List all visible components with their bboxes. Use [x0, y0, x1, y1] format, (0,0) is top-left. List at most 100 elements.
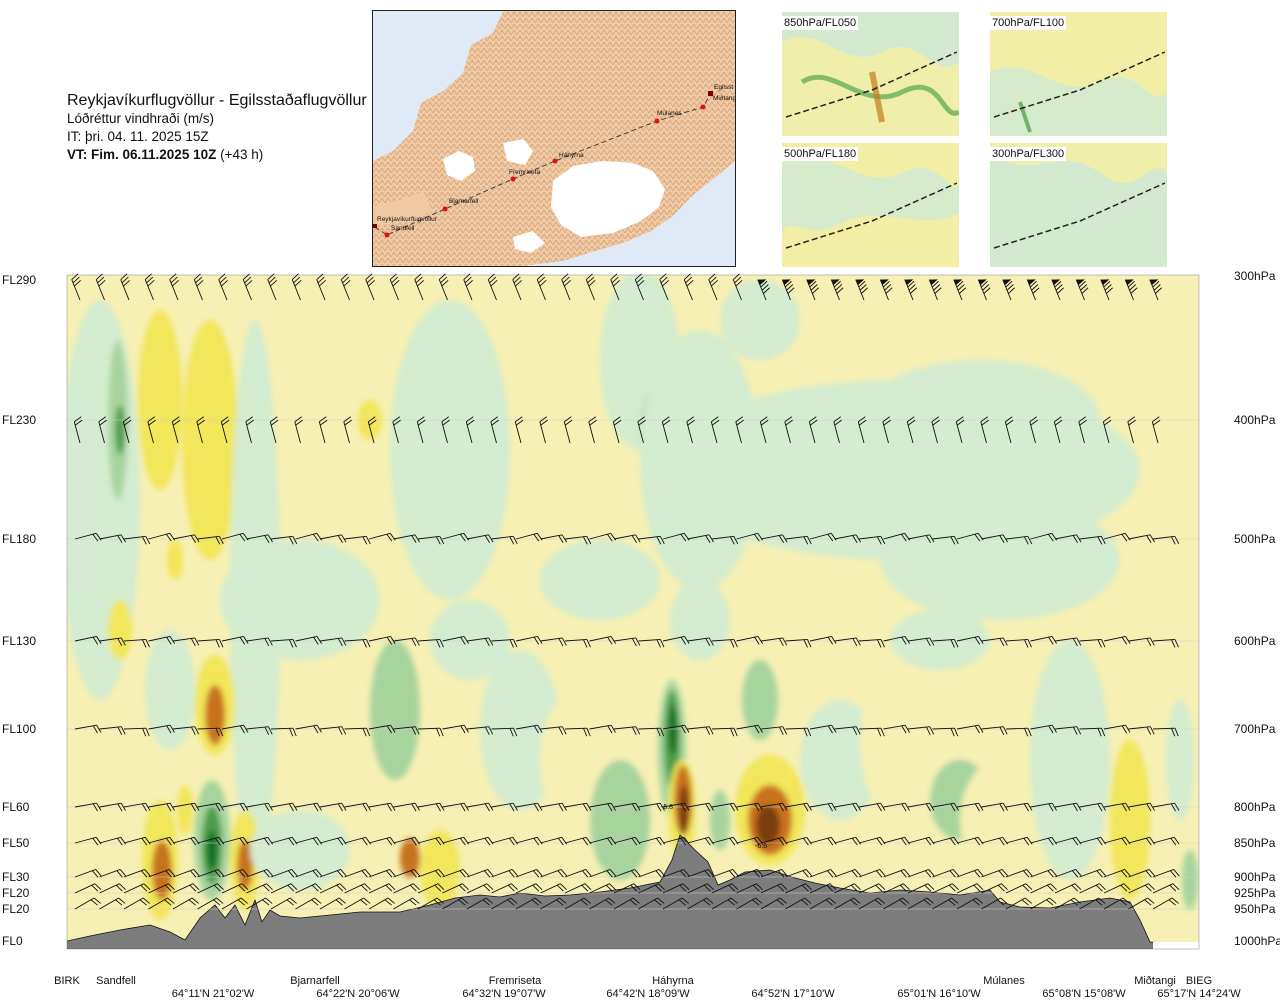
map-label-bjarnarfell: Bjarnarfell — [449, 198, 479, 205]
wind-barb — [710, 416, 720, 444]
wind-barb — [981, 883, 1008, 894]
wind-barb — [442, 883, 469, 894]
wind-barb — [1030, 635, 1057, 645]
wind-barb — [295, 724, 322, 734]
wind-barb — [980, 416, 989, 444]
velocity-area — [370, 640, 420, 780]
wind-barb — [1079, 802, 1106, 812]
wind-barb — [833, 416, 842, 444]
wind-barb — [344, 727, 371, 737]
wind-barb — [907, 897, 934, 910]
pressure-label: 900hPa — [1234, 870, 1276, 884]
flight-level-label: FL60 — [2, 800, 30, 814]
wind-barb — [564, 727, 591, 737]
velocity-area — [390, 300, 510, 600]
wind-barb — [171, 416, 181, 444]
wind-barb — [123, 869, 151, 878]
glacier-vatnajokull — [551, 161, 665, 237]
velocity-area — [1182, 850, 1198, 910]
thumbnail-300hpa-svg — [990, 143, 1167, 267]
cross-section-chart: FL290 FL230 FL180 FL130 FL100 FL60 FL50 FL30 FL2… — [2, 269, 1280, 1000]
wind-barb — [246, 883, 273, 894]
wind-barb — [1054, 869, 1082, 878]
wind-barb — [515, 897, 542, 910]
pressure-axis: 300hPa 400hPa 500hPa 600hPa 700hPa 800hPa 850h… — [1234, 269, 1280, 948]
map-label-midtangi: Miðtangi — [713, 94, 735, 102]
wind-barb — [711, 727, 738, 737]
flight-level-label: FL100 — [2, 722, 36, 736]
wind-barb — [319, 802, 347, 812]
wind-barb — [711, 535, 739, 545]
thumbnail-850hpa-svg — [782, 12, 959, 136]
wind-barb — [687, 883, 714, 894]
wind-barb — [904, 279, 917, 301]
wind-barb — [809, 724, 837, 734]
route-coordinate-label: 64°42'N 18°09'W — [606, 988, 690, 1000]
wind-barb — [638, 883, 665, 894]
wind-barb — [588, 416, 597, 444]
velocity-area — [108, 600, 132, 660]
pressure-label: 925hPa — [1234, 886, 1276, 900]
wind-barb — [491, 897, 518, 910]
wind-barb — [193, 273, 204, 301]
wind-barb — [956, 869, 984, 878]
wind-barb — [1054, 883, 1082, 894]
wind-barb — [1128, 534, 1155, 543]
wind-barb — [953, 279, 966, 301]
wind-barb — [883, 897, 910, 910]
wind-barb — [340, 273, 351, 301]
wind-barb — [879, 279, 893, 301]
wind-barb — [540, 883, 567, 894]
value-annotation: -5.8 — [661, 804, 673, 811]
wind-barb — [1030, 724, 1057, 734]
wind-barb — [1005, 897, 1032, 910]
valid-time: VT: Fim. 06.11.2025 10Z (+43 h) — [67, 146, 367, 164]
wind-barb — [295, 883, 322, 894]
route-coordinate-label: 64°32'N 19°07'W — [462, 988, 546, 1000]
valid-time-offset: (+43 h) — [216, 147, 264, 162]
wind-barb — [834, 726, 861, 735]
map-label-egilsstadir: Egilsst — [714, 84, 733, 91]
wind-barb — [442, 724, 469, 734]
wind-barb — [932, 727, 959, 737]
wind-barb — [757, 279, 770, 301]
wind-barb — [760, 534, 788, 543]
map-label-fremriseta: Fremriseta — [509, 169, 540, 176]
wind-barb — [855, 279, 868, 301]
map-label-sandfell: Sandfell — [391, 225, 415, 232]
pressure-label: 500hPa — [1234, 532, 1276, 546]
velocity-area — [669, 705, 677, 755]
wind-barb — [74, 724, 102, 734]
route-coordinate-label: 64°22'N 20°06'W — [316, 988, 400, 1000]
wind-barb — [834, 883, 861, 894]
wind-barb — [735, 416, 744, 444]
wind-barb — [809, 869, 837, 878]
wind-barb — [1005, 869, 1033, 878]
wind-barb — [736, 883, 763, 894]
wind-barb — [123, 883, 151, 894]
wind-barb — [1030, 802, 1057, 812]
wind-barb — [785, 727, 812, 737]
chart-subtitle: Lóðréttur vindhraði (m/s) — [67, 111, 215, 126]
wind-barb — [785, 883, 812, 894]
station-hahyrna — [552, 158, 558, 164]
vertical-velocity-areas — [67, 275, 1198, 920]
pressure-label: 950hPa — [1234, 902, 1276, 916]
wind-barb — [564, 883, 592, 894]
wind-barb — [515, 724, 543, 734]
wind-barb — [589, 883, 616, 894]
chart-title: Reykjavíkurflugvöllur - Egilsstaðaflugvö… — [67, 92, 367, 109]
wind-barb — [466, 637, 494, 647]
wind-barb — [883, 869, 911, 878]
wind-barb — [759, 416, 769, 444]
wind-barb — [858, 535, 886, 545]
wind-barb — [221, 635, 249, 645]
velocity-area — [756, 805, 780, 845]
wind-barb — [760, 637, 788, 647]
wind-barb — [487, 273, 498, 301]
wind-barb — [932, 883, 959, 894]
wind-barb — [270, 639, 297, 648]
wind-barb — [809, 635, 837, 645]
wind-barb — [74, 869, 102, 878]
wind-barb — [1054, 637, 1082, 647]
